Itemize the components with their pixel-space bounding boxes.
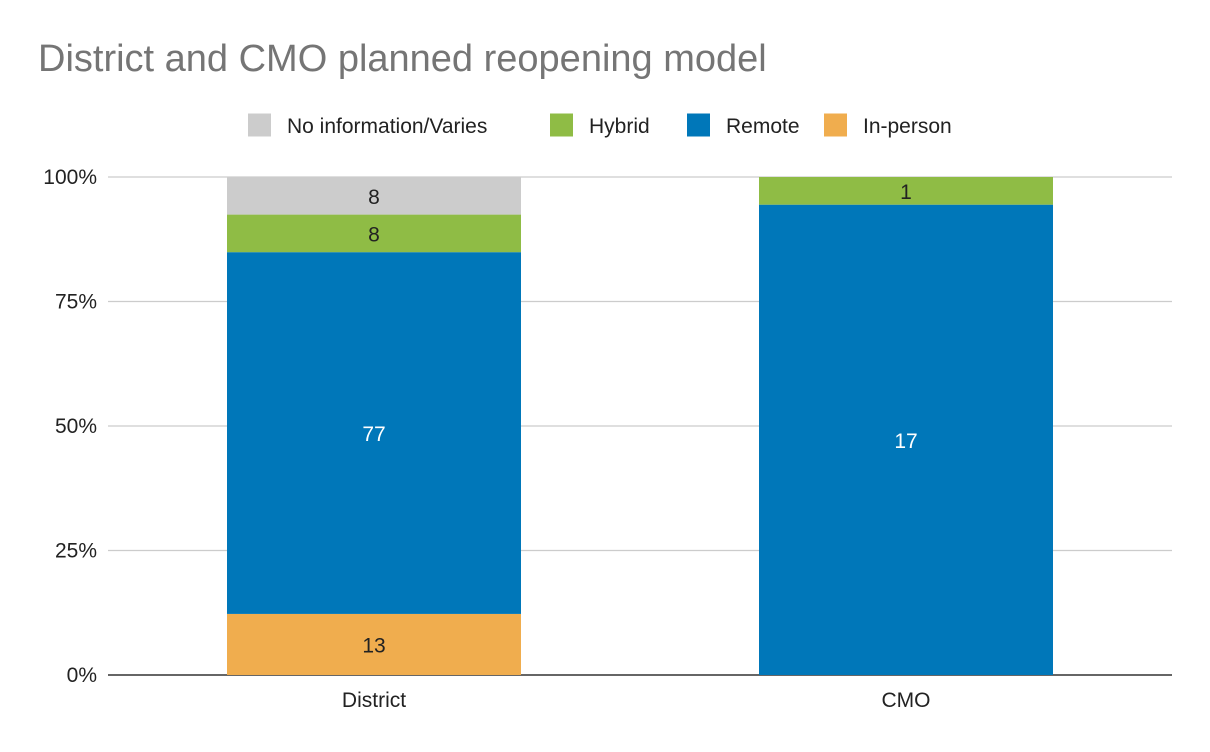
data-label: 1	[900, 181, 912, 204]
y-tick-label: 75%	[55, 291, 97, 314]
data-label: 17	[894, 430, 917, 453]
bar-segment-cmo-hybrid	[759, 177, 1053, 205]
bar-segment-district-no-information-varies	[227, 177, 521, 215]
bar-segment-cmo-remote	[759, 204, 1053, 675]
legend-swatch-no-information-varies	[248, 113, 271, 137]
data-label: 77	[362, 423, 385, 446]
data-label: 8	[368, 223, 380, 246]
legend-swatch-remote	[687, 113, 710, 137]
data-label: 8	[368, 186, 380, 209]
y-tick-label: 0%	[67, 664, 97, 687]
bar-segment-district-remote	[227, 252, 521, 614]
chart-title: District and CMO planned reopening model	[38, 38, 767, 80]
legend-label: Remote	[726, 115, 800, 138]
y-tick-label: 25%	[55, 540, 97, 563]
legend-swatch-in-person	[824, 113, 847, 137]
data-label: 13	[362, 634, 385, 657]
x-axis-categories: District CMO	[342, 689, 931, 712]
bar-segment-district-in-person	[227, 613, 521, 675]
legend-swatch-hybrid	[550, 113, 573, 137]
legend-label: Hybrid	[589, 115, 650, 138]
legend-label: No information/Varies	[287, 115, 487, 138]
y-tick-label: 50%	[55, 415, 97, 438]
bars: 13 77 8 8 17 1	[227, 177, 1053, 675]
x-tick-label: District	[342, 689, 406, 712]
legend-label: In-person	[863, 115, 952, 138]
y-tick-label: 100%	[43, 166, 97, 189]
legend: No information/Varies Hybrid Remote In-pers…	[248, 113, 952, 138]
x-tick-label: CMO	[882, 689, 931, 712]
y-axis-ticks: 0% 25% 50% 75% 100%	[43, 166, 97, 687]
bar-segment-district-hybrid	[227, 214, 521, 253]
